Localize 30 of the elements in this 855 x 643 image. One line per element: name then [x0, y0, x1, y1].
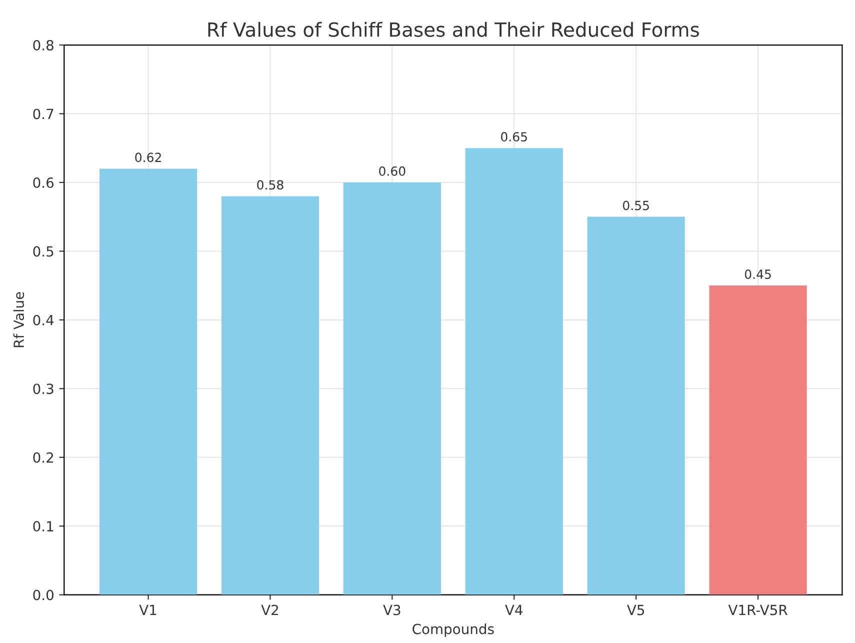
bar [343, 182, 441, 595]
bar [465, 148, 563, 595]
bar [709, 286, 807, 595]
y-tick-label: 0.2 [33, 452, 54, 463]
bar [99, 168, 198, 595]
y-tick-label: 0.8 [33, 40, 54, 50]
data-label: 0.60 [379, 166, 406, 176]
bar [587, 216, 685, 595]
data-label: 0.55 [622, 200, 649, 210]
y-tick-label: 0.6 [33, 177, 54, 188]
x-tick-label: V1R-V5R [728, 604, 788, 616]
y-tick-label: 0.3 [33, 384, 54, 394]
x-axis-title: Compounds [412, 623, 494, 637]
y-tick-label: 0.5 [33, 246, 54, 257]
data-label: 0.65 [501, 132, 527, 142]
data-label: 0.45 [744, 269, 771, 279]
bar [221, 196, 320, 595]
y-axis-title: Rf Value [13, 292, 24, 348]
y-tick-label: 0.0 [33, 590, 54, 600]
chart-title: Rf Values of Schiff Bases and Their Reduced Forms [208, 22, 699, 37]
x-tick-label: V2 [261, 604, 278, 616]
x-tick-label: V1 [139, 604, 156, 616]
y-tick-label: 0.7 [33, 108, 54, 120]
y-tick-label: 0.4 [33, 314, 54, 326]
x-tick-label: V3 [383, 604, 400, 616]
x-tick-label: V5 [627, 604, 644, 616]
data-label: 0.58 [257, 180, 284, 190]
x-tick-label: V4 [505, 604, 523, 616]
data-label: 0.62 [135, 152, 161, 162]
y-tick-label: 0.1 [33, 521, 54, 532]
